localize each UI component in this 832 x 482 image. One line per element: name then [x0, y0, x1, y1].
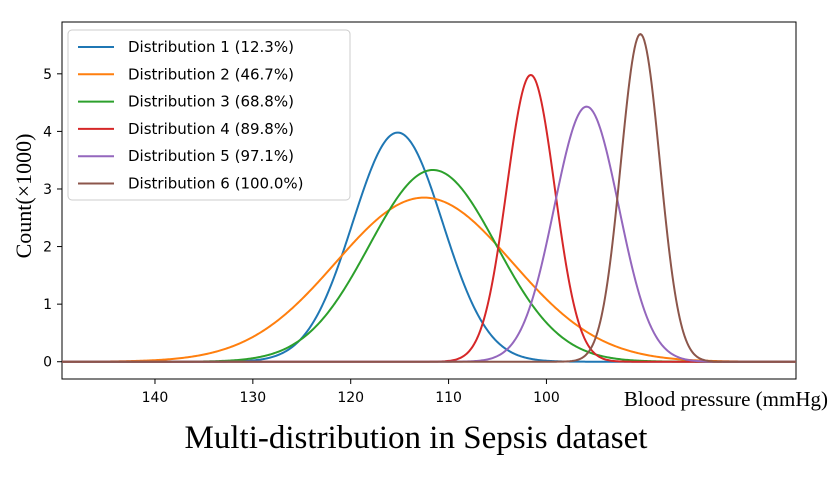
y-tick-label: 1 [43, 297, 52, 313]
x-tick-label: 140 [142, 390, 169, 406]
x-tick-label: 110 [435, 390, 462, 406]
x-axis-label: Blood pressure (mmHg) [624, 387, 828, 411]
legend-label-5: Distribution 5 (97.1%) [128, 147, 294, 165]
legend-label-4: Distribution 4 (89.8%) [128, 120, 294, 138]
series-line-6 [62, 33, 796, 363]
series-line-2 [62, 196, 796, 363]
x-tick-label: 130 [239, 390, 266, 406]
figure-caption: Multi-distribution in Sepsis dataset [184, 420, 648, 456]
y-axis-label: Count(×1000) [11, 134, 36, 259]
y-tick-label: 2 [43, 240, 52, 256]
x-tick-label: 100 [533, 390, 560, 406]
chart-svg: 140 130 120 110 100 0 1 2 3 4 5 Count(×1000) Bloo… [11, 21, 828, 411]
legend: Distribution 1 (12.3%) Distribution 2 (46… [67, 29, 351, 201]
y-axis-ticks: 0 1 2 3 4 5 [43, 67, 62, 371]
legend-label-3: Distribution 3 (68.8%) [128, 93, 294, 111]
plot-frame [61, 21, 797, 380]
series-layer [62, 33, 796, 363]
legend-label-1: Distribution 1 (12.3%) [128, 38, 294, 56]
y-tick-label: 5 [43, 67, 52, 83]
y-tick-label: 4 [43, 124, 52, 140]
legend-label-2: Distribution 2 (46.7%) [128, 65, 294, 83]
legend-label-6: Distribution 6 (100.0%) [128, 175, 304, 193]
legend-box [67, 29, 351, 201]
x-tick-label: 120 [337, 390, 364, 406]
y-tick-label: 3 [43, 182, 52, 198]
x-axis-ticks: 140 130 120 110 100 [142, 379, 560, 406]
y-tick-label: 0 [43, 355, 52, 371]
